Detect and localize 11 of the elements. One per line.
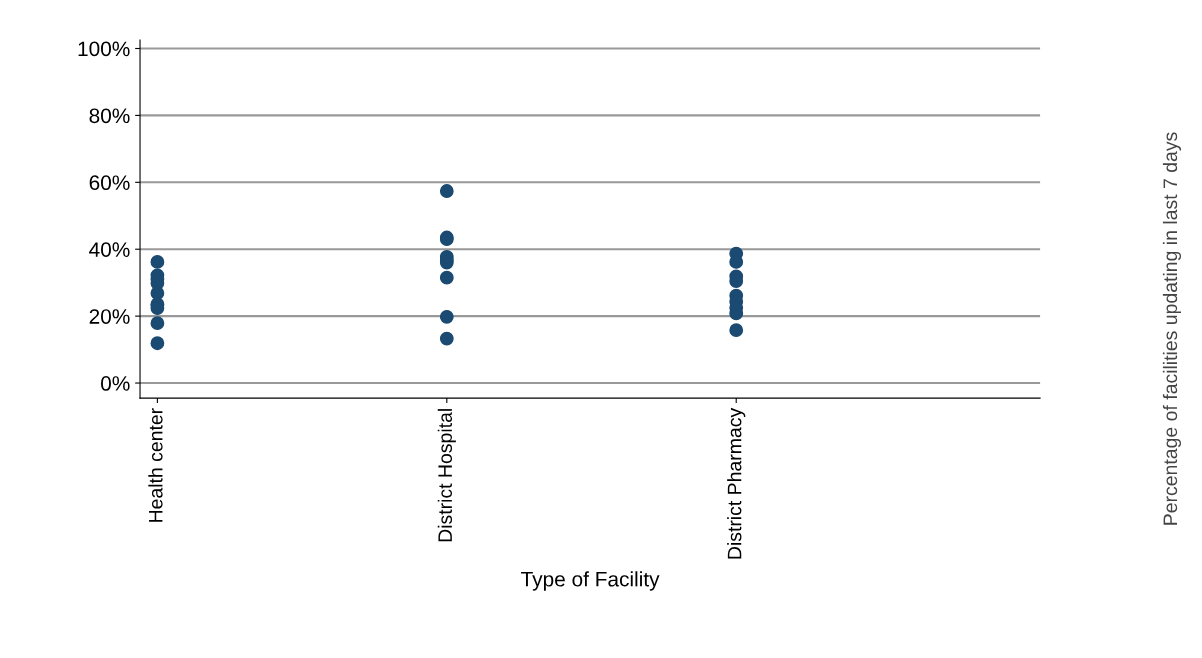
x-tick-label: District Pharmacy [727,407,746,559]
x-axis-title: Type of Facility [521,571,660,591]
x-tick-label: District Hospital [437,409,456,542]
y-tick-label: 40% [89,242,130,257]
y-tick-label: 60% [89,175,130,191]
text: Percentage of facilities updating in last 7 days [1162,132,1182,525]
x-tick-label: Health center [148,408,163,522]
y-tick-label: 0% [101,376,130,391]
y-tick-label: 100% [78,41,130,57]
y-tick-label: 20% [89,309,130,324]
y-tick-label: 80% [89,108,130,124]
